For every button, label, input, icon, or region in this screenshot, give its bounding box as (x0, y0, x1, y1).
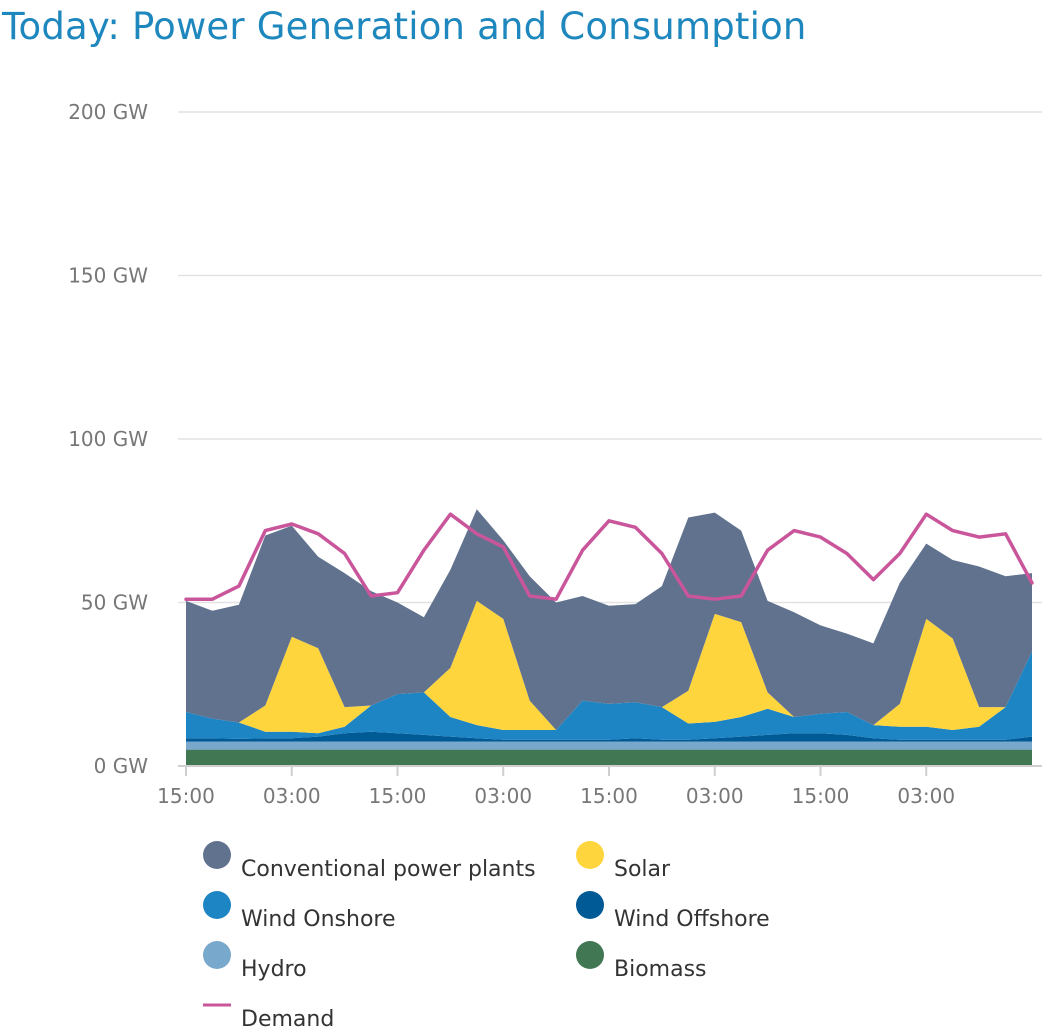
x-tick-label: 03:00 (263, 784, 321, 808)
axes: 0 GW 50 GW 100 GW 150 GW 200 GW 15:00 03:00 15:… (68, 100, 1042, 808)
legend-item-demand[interactable]: Demand (203, 1003, 334, 1032)
area-conventional-power-plants (186, 509, 1032, 730)
x-tick-label: 15:00 (157, 784, 215, 808)
legend-item-biomass[interactable]: Biomass (576, 941, 707, 982)
area-wind-offshore (186, 731, 1032, 742)
legend-label: Demand (241, 1007, 334, 1032)
legend-item-wind-onshore[interactable]: Wind Onshore (203, 891, 396, 932)
area-biomass (186, 749, 1032, 766)
legend-item-wind-offshore[interactable]: Wind Offshore (576, 891, 770, 932)
x-tick-label: 15:00 (580, 784, 638, 808)
legend: Conventional power plants Solar Wind Onsho… (203, 841, 770, 1032)
legend-item-conventional-power-plants[interactable]: Conventional power plants (203, 841, 536, 882)
stacked-areas (186, 509, 1032, 766)
y-tick-label: 50 GW (81, 591, 148, 615)
y-tick-label: 100 GW (68, 427, 148, 451)
legend-label: Wind Offshore (614, 907, 770, 932)
x-tick-label: 03:00 (897, 784, 955, 808)
x-tick-label: 03:00 (686, 784, 744, 808)
y-tick-label: 200 GW (68, 100, 148, 124)
chart-title: Today: Power Generation and Consumption (2, 5, 807, 48)
legend-marker-circle (203, 941, 231, 969)
legend-label: Wind Onshore (241, 907, 396, 932)
legend-marker-circle (203, 891, 231, 919)
legend-item-solar[interactable]: Solar (576, 841, 671, 882)
legend-label: Conventional power plants (241, 857, 536, 882)
legend-marker-circle (576, 941, 604, 969)
y-tick-label: 0 GW (94, 754, 149, 778)
area-hydro (186, 741, 1032, 750)
legend-marker-circle (576, 891, 604, 919)
x-tick-label: 15:00 (792, 784, 850, 808)
legend-label: Hydro (241, 957, 307, 982)
area-wind-onshore (186, 651, 1032, 740)
x-tick-label: 15:00 (369, 784, 427, 808)
legend-marker-circle (203, 841, 231, 869)
x-tick-label: 03:00 (474, 784, 532, 808)
legend-label: Biomass (614, 957, 707, 982)
legend-marker-circle (576, 841, 604, 869)
y-tick-label: 150 GW (68, 264, 148, 288)
area-solar (186, 600, 1032, 734)
legend-item-hydro[interactable]: Hydro (203, 941, 307, 982)
legend-label: Solar (614, 857, 671, 882)
demand-line-layer (184, 512, 1034, 601)
line-demand (184, 512, 1034, 601)
